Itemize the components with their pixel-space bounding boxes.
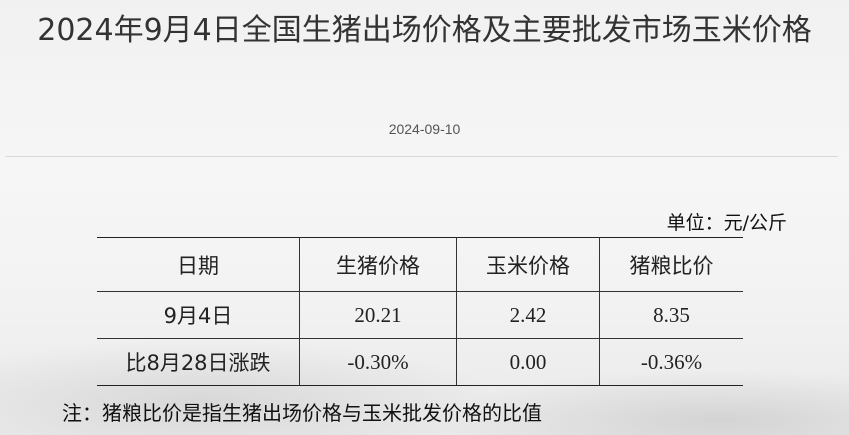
table-row: 9月4日 20.21 2.42 8.35 <box>97 291 743 339</box>
cell-corn-change: 0.00 <box>456 338 600 386</box>
header-date: 日期 <box>97 237 300 292</box>
cell-ratio-change: -0.36% <box>599 338 743 386</box>
table-row: 比8月28日涨跌 -0.30% 0.00 -0.36% <box>97 338 743 386</box>
publish-date: 2024-09-10 <box>388 121 461 137</box>
unit-label: 单位：元/公斤 <box>666 212 787 234</box>
header-corn-price: 玉米价格 <box>456 237 600 292</box>
cell-date: 9月4日 <box>97 291 300 339</box>
cell-corn-price: 2.42 <box>456 291 600 339</box>
article-title: 2024年9月4日全国生猪出场价格及主要批发市场玉米价格 <box>37 13 812 48</box>
cell-hog-change: -0.30% <box>299 338 457 386</box>
table-note: 注：猪粮比价是指生猪出场价格与玉米批发价格的比值 <box>62 401 542 425</box>
header-hog-grain-ratio: 猪粮比价 <box>599 237 743 292</box>
cell-hog-price: 20.21 <box>299 291 457 339</box>
table-header-row: 日期 生猪价格 玉米价格 猪粮比价 <box>97 237 743 292</box>
cell-change-label: 比8月28日涨跌 <box>97 338 300 386</box>
divider <box>5 156 838 157</box>
cell-ratio: 8.35 <box>599 291 743 339</box>
price-table: 日期 生猪价格 玉米价格 猪粮比价 9月4日 20.21 2.42 8.35 比… <box>97 237 743 386</box>
header-hog-price: 生猪价格 <box>299 237 457 292</box>
